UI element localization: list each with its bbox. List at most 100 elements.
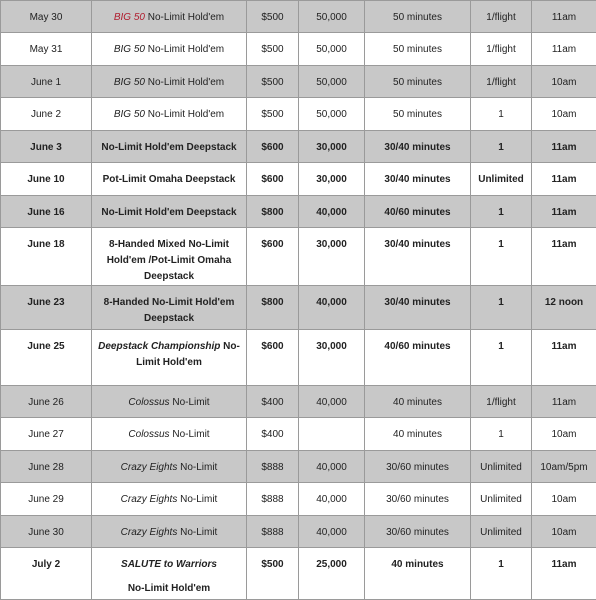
event-cell: 8-Handed Mixed No-Limit Hold'em /Pot-Lim…: [92, 228, 247, 286]
date-cell: June 23: [1, 286, 92, 330]
date-cell: June 2: [1, 98, 92, 131]
event-cell: BIG 50 No-Limit Hold'em: [92, 33, 247, 66]
reentry-cell: 1/flight: [471, 33, 532, 66]
levels-cell: 30/40 minutes: [365, 286, 471, 330]
event-name: No-Limit: [177, 527, 217, 538]
start-time-cell: 11am: [532, 330, 596, 386]
levels-cell: 30/60 minutes: [365, 483, 471, 516]
reentry-cell: 1: [471, 330, 532, 386]
chips-cell: 50,000: [299, 98, 365, 131]
levels-cell: 30/60 minutes: [365, 451, 471, 483]
reentry-cell: 1: [471, 196, 532, 228]
reentry-cell: 1/flight: [471, 1, 532, 33]
buyin-cell: $400: [247, 418, 299, 451]
event-italic: SALUTE to Warriors: [121, 559, 217, 570]
reentry-cell: 1: [471, 131, 532, 163]
start-time-cell: 11am: [532, 131, 596, 163]
buyin-cell: $800: [247, 196, 299, 228]
chips-cell: 40,000: [299, 196, 365, 228]
buyin-cell: $500: [247, 66, 299, 98]
reentry-cell: Unlimited: [471, 483, 532, 516]
levels-cell: 40 minutes: [365, 548, 471, 600]
start-time-cell: 11am: [532, 228, 596, 286]
event-name: 8-Handed No-Limit Hold'em Deepstack: [104, 297, 235, 324]
event-subtitle: No-Limit Hold'em: [95, 581, 243, 597]
chips-cell: [299, 418, 365, 451]
event-italic: Crazy Eights: [121, 494, 178, 505]
levels-cell: 40 minutes: [365, 386, 471, 418]
reentry-cell: 1: [471, 548, 532, 600]
start-time-cell: 10am: [532, 98, 596, 131]
chips-cell: 50,000: [299, 66, 365, 98]
buyin-cell: $500: [247, 1, 299, 33]
event-name: No-Limit Hold'em Deepstack: [101, 142, 236, 153]
event-cell: 8-Handed No-Limit Hold'em Deepstack: [92, 286, 247, 330]
event-italic: Crazy Eights: [121, 527, 178, 538]
date-cell: June 18: [1, 228, 92, 286]
levels-cell: 50 minutes: [365, 98, 471, 131]
chips-cell: 40,000: [299, 451, 365, 483]
buyin-cell: $888: [247, 483, 299, 516]
buyin-cell: $888: [247, 451, 299, 483]
event-italic: Colossus: [128, 429, 169, 440]
chips-cell: 30,000: [299, 330, 365, 386]
buyin-cell: $500: [247, 548, 299, 600]
start-time-cell: 11am: [532, 33, 596, 66]
chips-cell: 30,000: [299, 228, 365, 286]
levels-cell: 40/60 minutes: [365, 196, 471, 228]
event-cell: Crazy Eights No-Limit: [92, 516, 247, 548]
start-time-cell: 11am: [532, 1, 596, 33]
start-time-cell: 11am: [532, 386, 596, 418]
levels-cell: 40/60 minutes: [365, 330, 471, 386]
buyin-cell: $600: [247, 228, 299, 286]
buyin-cell: $800: [247, 286, 299, 330]
date-cell: June 26: [1, 386, 92, 418]
date-cell: June 27: [1, 418, 92, 451]
levels-cell: 30/40 minutes: [365, 131, 471, 163]
chips-cell: 40,000: [299, 483, 365, 516]
event-cell: BIG 50 No-Limit Hold'em: [92, 98, 247, 131]
event-cell: SALUTE to Warriors No-Limit Hold'em: [92, 548, 247, 600]
levels-cell: 50 minutes: [365, 1, 471, 33]
chips-cell: 30,000: [299, 163, 365, 196]
event-italic: Crazy Eights: [121, 462, 178, 473]
event-cell: Colossus No-Limit: [92, 418, 247, 451]
event-cell: Colossus No-Limit: [92, 386, 247, 418]
event-name: No-Limit: [177, 494, 217, 505]
chips-cell: 30,000: [299, 131, 365, 163]
buyin-cell: $500: [247, 98, 299, 131]
buyin-cell: $888: [247, 516, 299, 548]
event-name: No-Limit: [177, 462, 217, 473]
buyin-cell: $400: [247, 386, 299, 418]
reentry-cell: Unlimited: [471, 451, 532, 483]
event-italic: Deepstack Championship: [98, 341, 220, 352]
event-name: No-Limit Hold'em: [145, 77, 224, 88]
chips-cell: 40,000: [299, 286, 365, 330]
start-time-cell: 12 noon: [532, 286, 596, 330]
reentry-cell: Unlimited: [471, 163, 532, 196]
start-time-cell: 11am: [532, 196, 596, 228]
date-cell: June 10: [1, 163, 92, 196]
date-cell: June 28: [1, 451, 92, 483]
event-name: No-Limit Hold'em Deepstack: [101, 207, 236, 218]
event-italic: BIG 50: [114, 77, 145, 88]
start-time-cell: 10am: [532, 483, 596, 516]
date-cell: May 30: [1, 1, 92, 33]
buyin-cell: $500: [247, 33, 299, 66]
date-cell: June 3: [1, 131, 92, 163]
reentry-cell: 1: [471, 286, 532, 330]
start-time-cell: 10am: [532, 516, 596, 548]
event-name: Pot-Limit Omaha Deepstack: [103, 174, 236, 185]
event-name: No-Limit Hold'em: [145, 12, 224, 23]
date-cell: June 1: [1, 66, 92, 98]
